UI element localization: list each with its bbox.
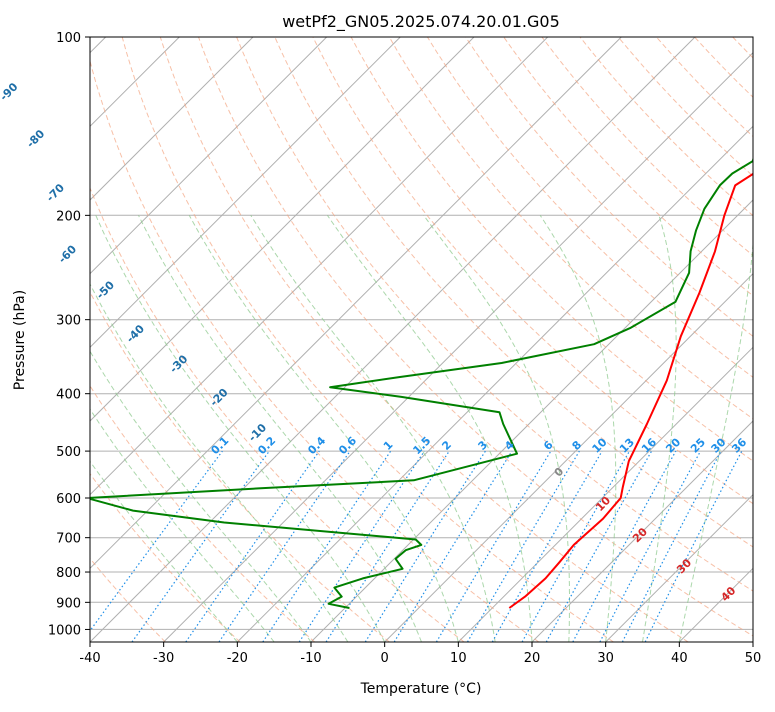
y-tick-label: 500 (56, 445, 81, 460)
y-tick-label: 700 (56, 532, 81, 547)
x-tick-label: -40 (79, 651, 100, 666)
chart-title: wetPf2_GN05.2025.074.20.01.G05 (282, 12, 560, 32)
y-axis-label: Pressure (hPa) (12, 290, 28, 390)
y-tick-label: 900 (56, 596, 81, 611)
x-tick-label: -30 (153, 651, 174, 666)
x-tick-label: 10 (450, 651, 467, 666)
y-tick-label: 100 (56, 31, 81, 46)
x-tick-label: -10 (300, 651, 321, 666)
x-tick-label: -20 (227, 651, 248, 666)
x-tick-label: 20 (524, 651, 541, 666)
x-tick-label: 50 (745, 651, 762, 666)
y-tick-label: 300 (56, 314, 81, 329)
y-tick-label: 400 (56, 388, 81, 403)
y-tick-label: 200 (56, 209, 81, 224)
x-tick-label: 30 (597, 651, 614, 666)
y-tick-label: 600 (56, 492, 81, 507)
x-axis-label: Temperature (°C) (360, 681, 482, 697)
y-tick-label: 1000 (48, 623, 81, 638)
x-tick-label: 0 (381, 651, 389, 666)
x-tick-label: 40 (671, 651, 688, 666)
y-tick-label: 800 (56, 566, 81, 581)
